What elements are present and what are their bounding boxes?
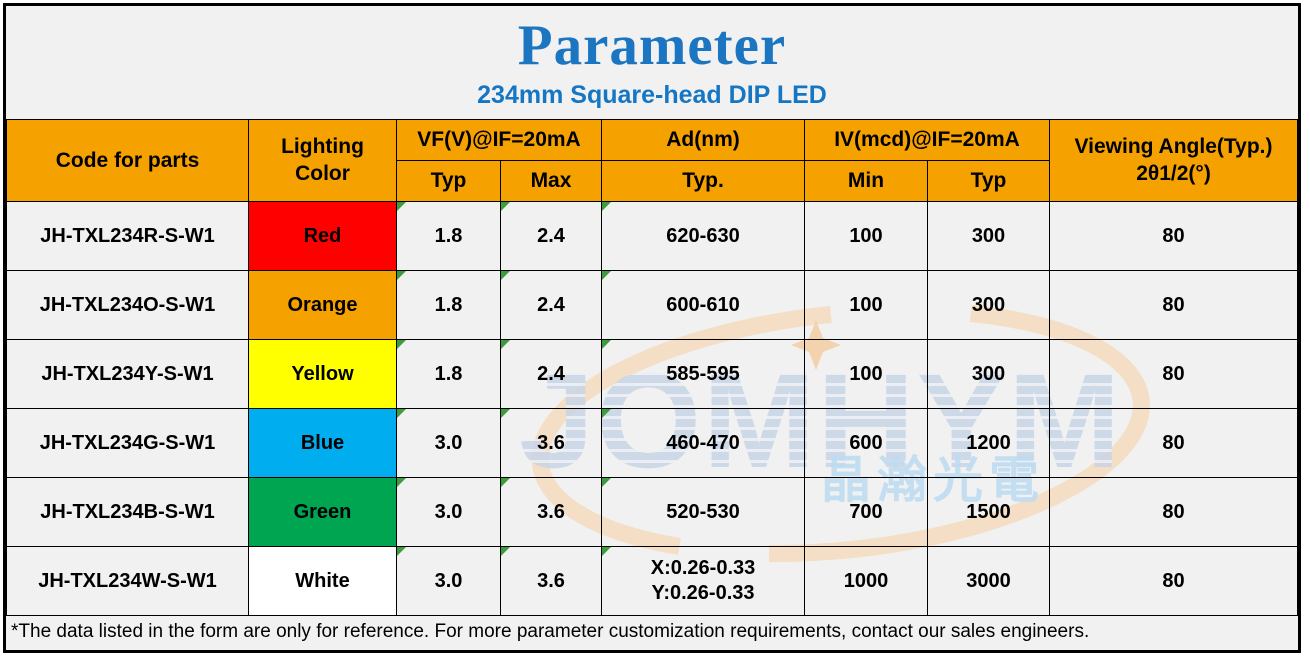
cell-color-swatch: Orange — [248, 270, 397, 340]
table-row: JH-TXL234W-S-W1 White 3.0 3.6 X:0.26-0.3… — [6, 546, 1298, 616]
cell-color-swatch: Yellow — [248, 339, 397, 409]
header-lighting-color: Lighting Color — [248, 119, 397, 202]
cell-vf-max: 3.6 — [500, 546, 602, 616]
cell-iv-min: 100 — [804, 270, 928, 340]
table-row: JH-TXL234B-S-W1 Green 3.0 3.6 520-530 70… — [6, 477, 1298, 547]
cell-vf-typ: 3.0 — [396, 477, 501, 547]
cell-iv-typ: 1200 — [926, 408, 1051, 478]
cell-iv-typ: 3000 — [926, 546, 1051, 616]
table-row: JH-TXL234G-S-W1 Blue 3.0 3.6 460-470 600… — [6, 408, 1298, 478]
cell-code: JH-TXL234W-S-W1 — [6, 546, 249, 616]
cell-iv-min: 100 — [804, 339, 928, 409]
header-iv-typ: Typ — [926, 160, 1051, 202]
cell-color-swatch: Red — [248, 201, 397, 271]
cell-color-swatch: White — [248, 546, 397, 616]
parameter-table: Code for parts Lighting Color VF(V)@IF=2… — [6, 119, 1298, 616]
cell-iv-typ: 1500 — [926, 477, 1051, 547]
cell-iv-min: 600 — [804, 408, 928, 478]
cell-iv-typ: 300 — [926, 339, 1051, 409]
cell-ad: 620-630 — [601, 201, 805, 271]
cell-angle: 80 — [1049, 201, 1298, 271]
cell-angle: 80 — [1049, 477, 1298, 547]
cell-vf-max: 2.4 — [500, 201, 602, 271]
cell-color-swatch: Blue — [248, 408, 397, 478]
footnote-text: *The data listed in the form are only fo… — [11, 621, 1090, 642]
page-title: Parameter — [517, 14, 787, 77]
header-iv-min: Min — [804, 160, 928, 202]
cell-ad: 520-530 — [601, 477, 805, 547]
table-row: JH-TXL234O-S-W1 Orange 1.8 2.4 600-610 1… — [6, 270, 1298, 340]
cell-iv-min: 100 — [804, 201, 928, 271]
cell-color-swatch: Green — [248, 477, 397, 547]
cell-iv-min: 700 — [804, 477, 928, 547]
header-vf-typ: Typ — [396, 160, 501, 202]
cell-iv-min: 1000 — [804, 546, 928, 616]
page-subtitle: 234mm Square-head DIP LED — [477, 81, 827, 109]
cell-angle: 80 — [1049, 339, 1298, 409]
cell-code: JH-TXL234Y-S-W1 — [6, 339, 249, 409]
cell-angle: 80 — [1049, 408, 1298, 478]
cell-vf-max: 2.4 — [500, 270, 602, 340]
cell-vf-typ: 3.0 — [396, 408, 501, 478]
cell-angle: 80 — [1049, 270, 1298, 340]
cell-ad: 600-610 — [601, 270, 805, 340]
cell-vf-max: 2.4 — [500, 339, 602, 409]
cell-ad: 460-470 — [601, 408, 805, 478]
cell-code: JH-TXL234G-S-W1 — [6, 408, 249, 478]
cell-code: JH-TXL234R-S-W1 — [6, 201, 249, 271]
page-frame: Parameter 234mm Square-head DIP LED JOMH… — [3, 3, 1301, 653]
header-iv: IV(mcd)@IF=20mA — [803, 119, 1051, 161]
cell-code: JH-TXL234B-S-W1 — [6, 477, 249, 547]
cell-vf-max: 3.6 — [500, 408, 602, 478]
title-block: Parameter 234mm Square-head DIP LED — [6, 6, 1298, 119]
header-ad-typ: Typ. — [601, 160, 805, 202]
cell-iv-typ: 300 — [926, 201, 1051, 271]
header-vf: VF(V)@IF=20mA — [396, 119, 602, 161]
cell-vf-typ: 1.8 — [396, 270, 501, 340]
cell-ad: X:0.26-0.33 Y:0.26-0.33 — [601, 546, 805, 616]
table-row: JH-TXL234R-S-W1 Red 1.8 2.4 620-630 100 … — [6, 201, 1298, 271]
cell-iv-typ: 300 — [926, 270, 1051, 340]
header-ad: Ad(nm) — [601, 119, 805, 161]
cell-vf-max: 3.6 — [500, 477, 602, 547]
cell-ad: 585-595 — [601, 339, 805, 409]
header-vf-max: Max — [500, 160, 602, 202]
table-row: JH-TXL234Y-S-W1 Yellow 1.8 2.4 585-595 1… — [6, 339, 1298, 409]
cell-vf-typ: 3.0 — [396, 546, 501, 616]
header-code: Code for parts — [6, 119, 249, 202]
cell-code: JH-TXL234O-S-W1 — [6, 270, 249, 340]
cell-vf-typ: 1.8 — [396, 201, 501, 271]
header-viewing-angle: Viewing Angle(Typ.) 2θ1/2(°) — [1049, 119, 1298, 202]
cell-angle: 80 — [1049, 546, 1298, 616]
cell-vf-typ: 1.8 — [396, 339, 501, 409]
